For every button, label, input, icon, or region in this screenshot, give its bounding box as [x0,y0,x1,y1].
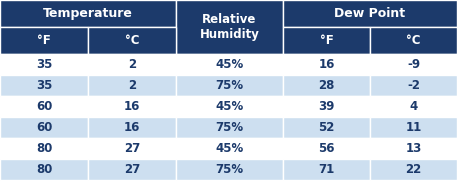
Bar [283,159,370,180]
Bar [370,54,457,75]
Text: °C: °C [125,34,139,47]
Text: 45%: 45% [215,58,244,71]
Text: °C: °C [406,34,421,47]
Text: 60: 60 [36,121,52,134]
Bar [370,138,457,159]
Text: 71: 71 [319,163,335,176]
Bar [0,117,88,138]
Text: 2: 2 [128,79,136,92]
Bar [0,27,88,54]
Text: 35: 35 [36,58,52,71]
Bar [0,0,176,27]
Text: 27: 27 [124,163,140,176]
Bar [283,27,370,54]
Text: 13: 13 [405,142,422,155]
Bar [176,54,283,75]
Bar [176,117,283,138]
Bar [370,27,457,54]
Bar [370,96,457,117]
Text: 75%: 75% [215,163,244,176]
Text: 16: 16 [124,121,140,134]
Bar [176,159,283,180]
Bar [283,54,370,75]
Bar [370,159,457,180]
Bar [88,75,176,96]
Bar [176,0,283,54]
Bar [283,75,370,96]
Bar [0,54,88,75]
Text: 16: 16 [319,58,335,71]
Text: -9: -9 [407,58,420,71]
Bar [370,117,457,138]
Text: 75%: 75% [215,121,244,134]
Text: 11: 11 [405,121,422,134]
Bar [370,75,457,96]
Text: Dew Point: Dew Point [335,7,405,20]
Bar [88,54,176,75]
Text: 2: 2 [128,58,136,71]
Bar [283,96,370,117]
Bar [88,96,176,117]
Text: 75%: 75% [215,79,244,92]
Text: 27: 27 [124,142,140,155]
Text: 39: 39 [319,100,335,113]
Bar [0,159,88,180]
Bar [88,159,176,180]
Text: Relative
Humidity: Relative Humidity [200,13,260,41]
Bar [176,96,283,117]
Text: 80: 80 [36,142,52,155]
Bar [283,0,457,27]
Text: 22: 22 [405,163,422,176]
Text: 60: 60 [36,100,52,113]
Text: °F: °F [37,34,51,47]
Text: °F: °F [319,34,333,47]
Text: 4: 4 [409,100,418,113]
Bar [176,138,283,159]
Bar [88,27,176,54]
Bar [283,138,370,159]
Text: -2: -2 [407,79,420,92]
Bar [88,138,176,159]
Text: 16: 16 [124,100,140,113]
Text: 45%: 45% [215,142,244,155]
Bar [0,138,88,159]
Bar [283,117,370,138]
Bar [0,96,88,117]
Bar [0,75,88,96]
Text: 28: 28 [319,79,335,92]
Bar [176,75,283,96]
Text: 35: 35 [36,79,52,92]
Text: 56: 56 [318,142,335,155]
Text: 52: 52 [319,121,335,134]
Text: 45%: 45% [215,100,244,113]
Text: Temperature: Temperature [43,7,133,20]
Text: 80: 80 [36,163,52,176]
Bar [88,117,176,138]
